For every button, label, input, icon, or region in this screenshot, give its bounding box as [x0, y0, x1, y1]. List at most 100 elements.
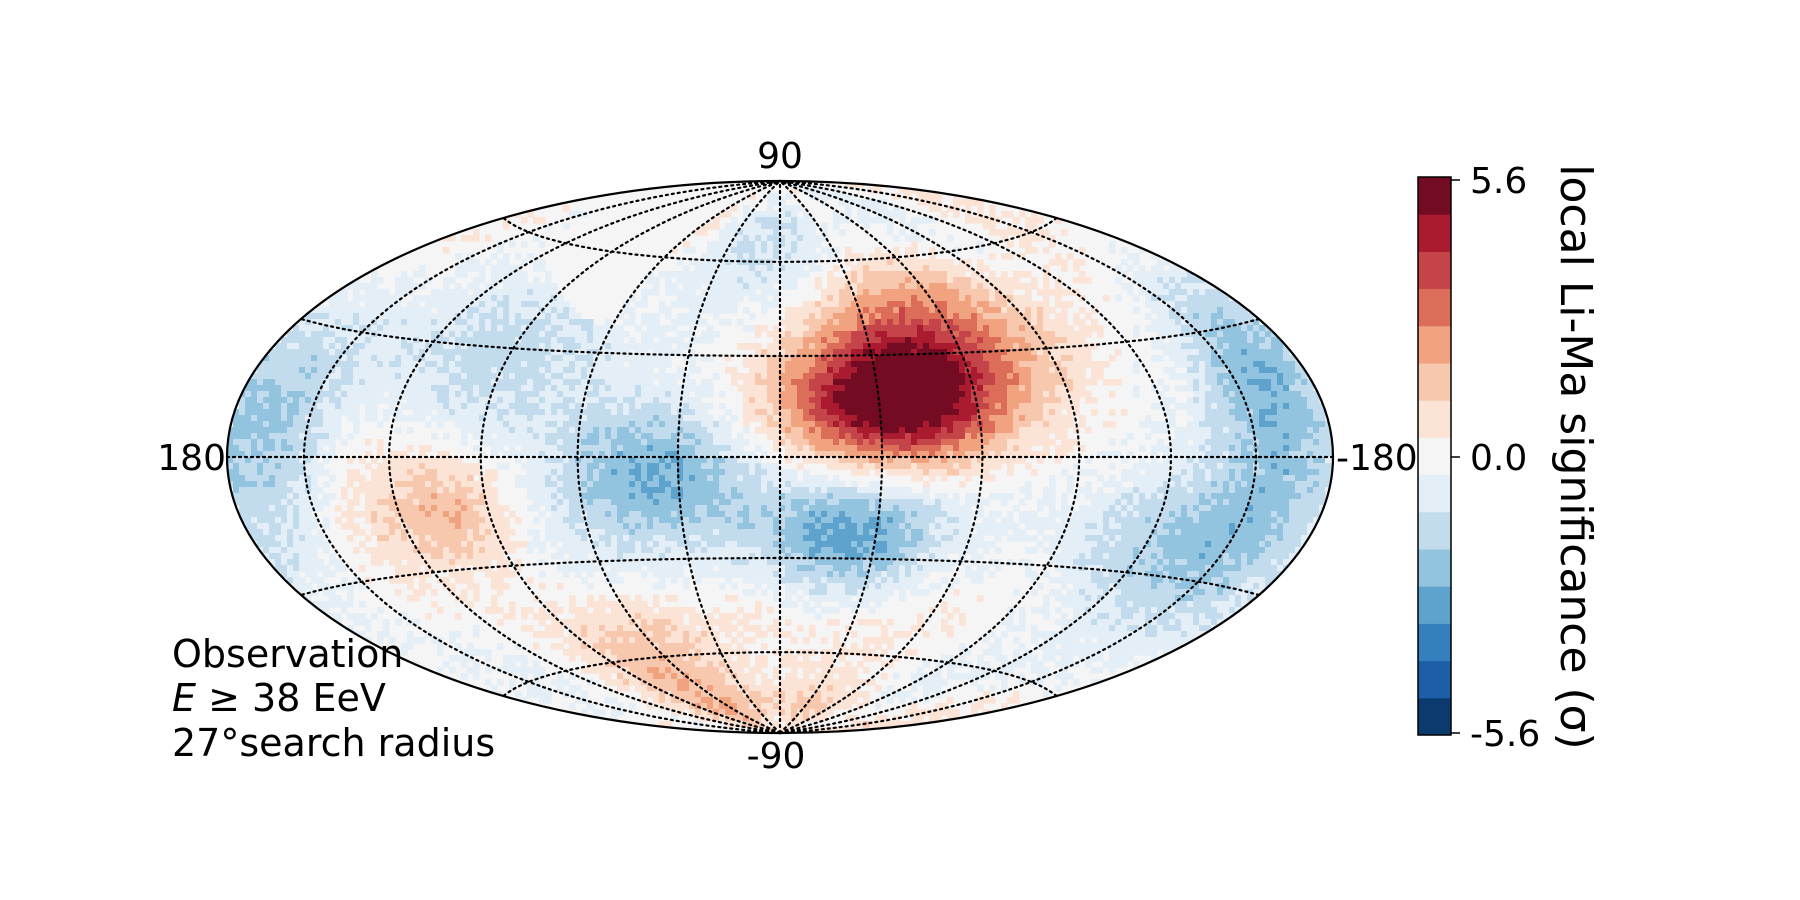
map-cell — [437, 379, 444, 386]
map-cell — [905, 415, 912, 422]
map-cell — [443, 331, 450, 338]
map-cell — [863, 361, 870, 368]
map-cell — [923, 457, 930, 464]
map-cell — [1061, 367, 1068, 374]
map-cell — [659, 307, 666, 314]
map-cell — [497, 385, 504, 392]
map-cell — [443, 307, 450, 314]
map-cell — [899, 367, 906, 374]
map-cell — [1187, 331, 1194, 338]
map-cell — [545, 457, 552, 464]
map-cell — [485, 385, 492, 392]
map-cell — [845, 205, 852, 212]
map-cell — [809, 343, 816, 350]
map-cell — [863, 307, 870, 314]
map-cell — [905, 283, 912, 290]
map-cell — [1253, 439, 1260, 446]
map-cell — [491, 289, 498, 296]
map-cell — [305, 403, 312, 410]
map-cell — [515, 427, 522, 434]
map-cell — [545, 373, 552, 380]
map-cell — [821, 433, 828, 440]
map-cell — [821, 439, 828, 446]
map-cell — [737, 445, 744, 452]
map-cell — [323, 427, 330, 434]
map-cell — [443, 343, 450, 350]
map-cell — [1019, 295, 1026, 302]
map-cell — [1163, 289, 1170, 296]
map-cell — [719, 457, 726, 464]
map-cell — [1187, 373, 1194, 380]
map-cell — [965, 415, 972, 422]
map-cell — [1241, 385, 1248, 392]
map-cell — [875, 307, 882, 314]
map-cell — [863, 289, 870, 296]
map-cell — [971, 427, 978, 434]
map-cell — [911, 349, 918, 356]
map-cell — [437, 367, 444, 374]
map-cell — [1271, 355, 1278, 362]
map-cell — [569, 397, 576, 404]
map-cell — [827, 367, 834, 374]
map-cell — [797, 439, 804, 446]
map-cell — [887, 253, 894, 260]
map-cell — [605, 409, 612, 416]
map-cell — [851, 445, 858, 452]
map-cell — [1229, 325, 1236, 332]
map-cell — [299, 343, 306, 350]
map-cell — [989, 229, 996, 236]
map-cell — [1055, 289, 1062, 296]
map-cell — [461, 355, 468, 362]
map-cell — [1217, 409, 1224, 416]
map-cell — [1031, 343, 1038, 350]
map-cell — [971, 337, 978, 344]
map-cell — [1193, 457, 1200, 464]
map-cell — [1043, 349, 1050, 356]
map-cell — [671, 301, 678, 308]
map-cell — [527, 433, 534, 440]
map-cell — [1235, 343, 1242, 350]
map-cell — [485, 331, 492, 338]
map-cell — [539, 427, 546, 434]
map-cell — [1301, 391, 1308, 398]
map-cell — [413, 307, 420, 314]
map-cell — [473, 385, 480, 392]
map-cell — [689, 331, 696, 338]
map-cell — [749, 295, 756, 302]
map-cell — [323, 367, 330, 374]
map-cell — [473, 421, 480, 428]
map-cell — [509, 367, 516, 374]
map-cell — [641, 301, 648, 308]
map-cell — [725, 439, 732, 446]
map-cell — [821, 427, 828, 434]
map-cell — [503, 439, 510, 446]
map-cell — [395, 397, 402, 404]
map-cell — [803, 211, 810, 218]
map-cell — [683, 457, 690, 464]
map-cell — [659, 343, 666, 350]
map-cell — [995, 427, 1002, 434]
map-cell — [1055, 343, 1062, 350]
map-cell — [599, 439, 606, 446]
map-cell — [317, 427, 324, 434]
map-cell — [761, 397, 768, 404]
map-cell — [809, 235, 816, 242]
map-cell — [1109, 421, 1116, 428]
map-cell — [821, 457, 828, 464]
map-cell — [1061, 229, 1068, 236]
map-cell — [1169, 265, 1176, 272]
map-cell — [365, 349, 372, 356]
map-cell — [497, 397, 504, 404]
map-cell — [1307, 427, 1314, 434]
map-cell — [863, 385, 870, 392]
map-cell — [1007, 355, 1014, 362]
map-cell — [1217, 307, 1224, 314]
map-cell — [875, 199, 882, 206]
map-cell — [1019, 457, 1026, 464]
map-cell — [401, 463, 408, 470]
map-cell — [1043, 331, 1050, 338]
map-cell — [731, 253, 738, 260]
map-cell — [833, 415, 840, 422]
map-cell — [1169, 277, 1176, 284]
map-cell — [665, 451, 672, 458]
